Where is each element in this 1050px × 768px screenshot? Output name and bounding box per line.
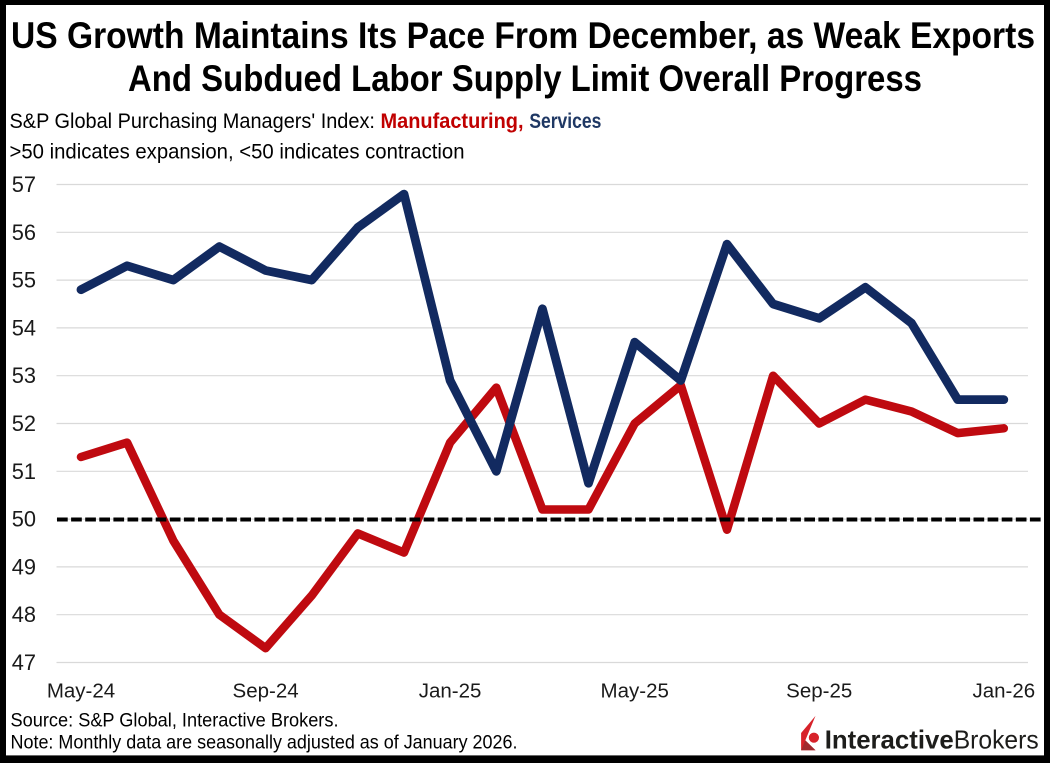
svg-text:And Subdued Labor Supply Limit: And Subdued Labor Supply Limit Overall P…	[128, 58, 922, 99]
svg-text:55: 55	[12, 268, 36, 293]
svg-text:Jan-26: Jan-26	[972, 680, 1035, 703]
svg-text:49: 49	[12, 554, 36, 579]
svg-text:S&P Global Purchasing Managers: S&P Global Purchasing Managers' Index: M…	[10, 110, 602, 133]
svg-text:Sep-25: Sep-25	[786, 680, 852, 703]
svg-text:US Growth Maintains Its Pace F: US Growth Maintains Its Pace From Decemb…	[11, 15, 1035, 56]
svg-text:May-25: May-25	[601, 680, 669, 703]
svg-text:Jan-25: Jan-25	[419, 680, 482, 703]
svg-text:54: 54	[12, 315, 36, 340]
svg-text:52: 52	[12, 411, 36, 436]
svg-text:56: 56	[12, 220, 36, 245]
svg-text:48: 48	[12, 602, 36, 627]
svg-text:>50 indicates expansion, <50 i: >50 indicates expansion, <50 indicates c…	[10, 141, 465, 164]
svg-text:53: 53	[12, 363, 36, 388]
svg-text:51: 51	[12, 459, 36, 484]
svg-text:50: 50	[12, 507, 36, 532]
svg-text:47: 47	[12, 650, 36, 675]
svg-text:May-24: May-24	[47, 680, 115, 703]
svg-text:Note: Monthly data are seasona: Note: Monthly data are seasonally adjust…	[11, 732, 518, 754]
svg-text:Sep-24: Sep-24	[233, 680, 299, 703]
svg-text:Source: S&P Global, Interactiv: Source: S&P Global, Interactive Brokers.	[11, 709, 339, 731]
svg-text:57: 57	[12, 172, 36, 197]
svg-text:InteractiveBrokers: InteractiveBrokers	[825, 724, 1039, 754]
